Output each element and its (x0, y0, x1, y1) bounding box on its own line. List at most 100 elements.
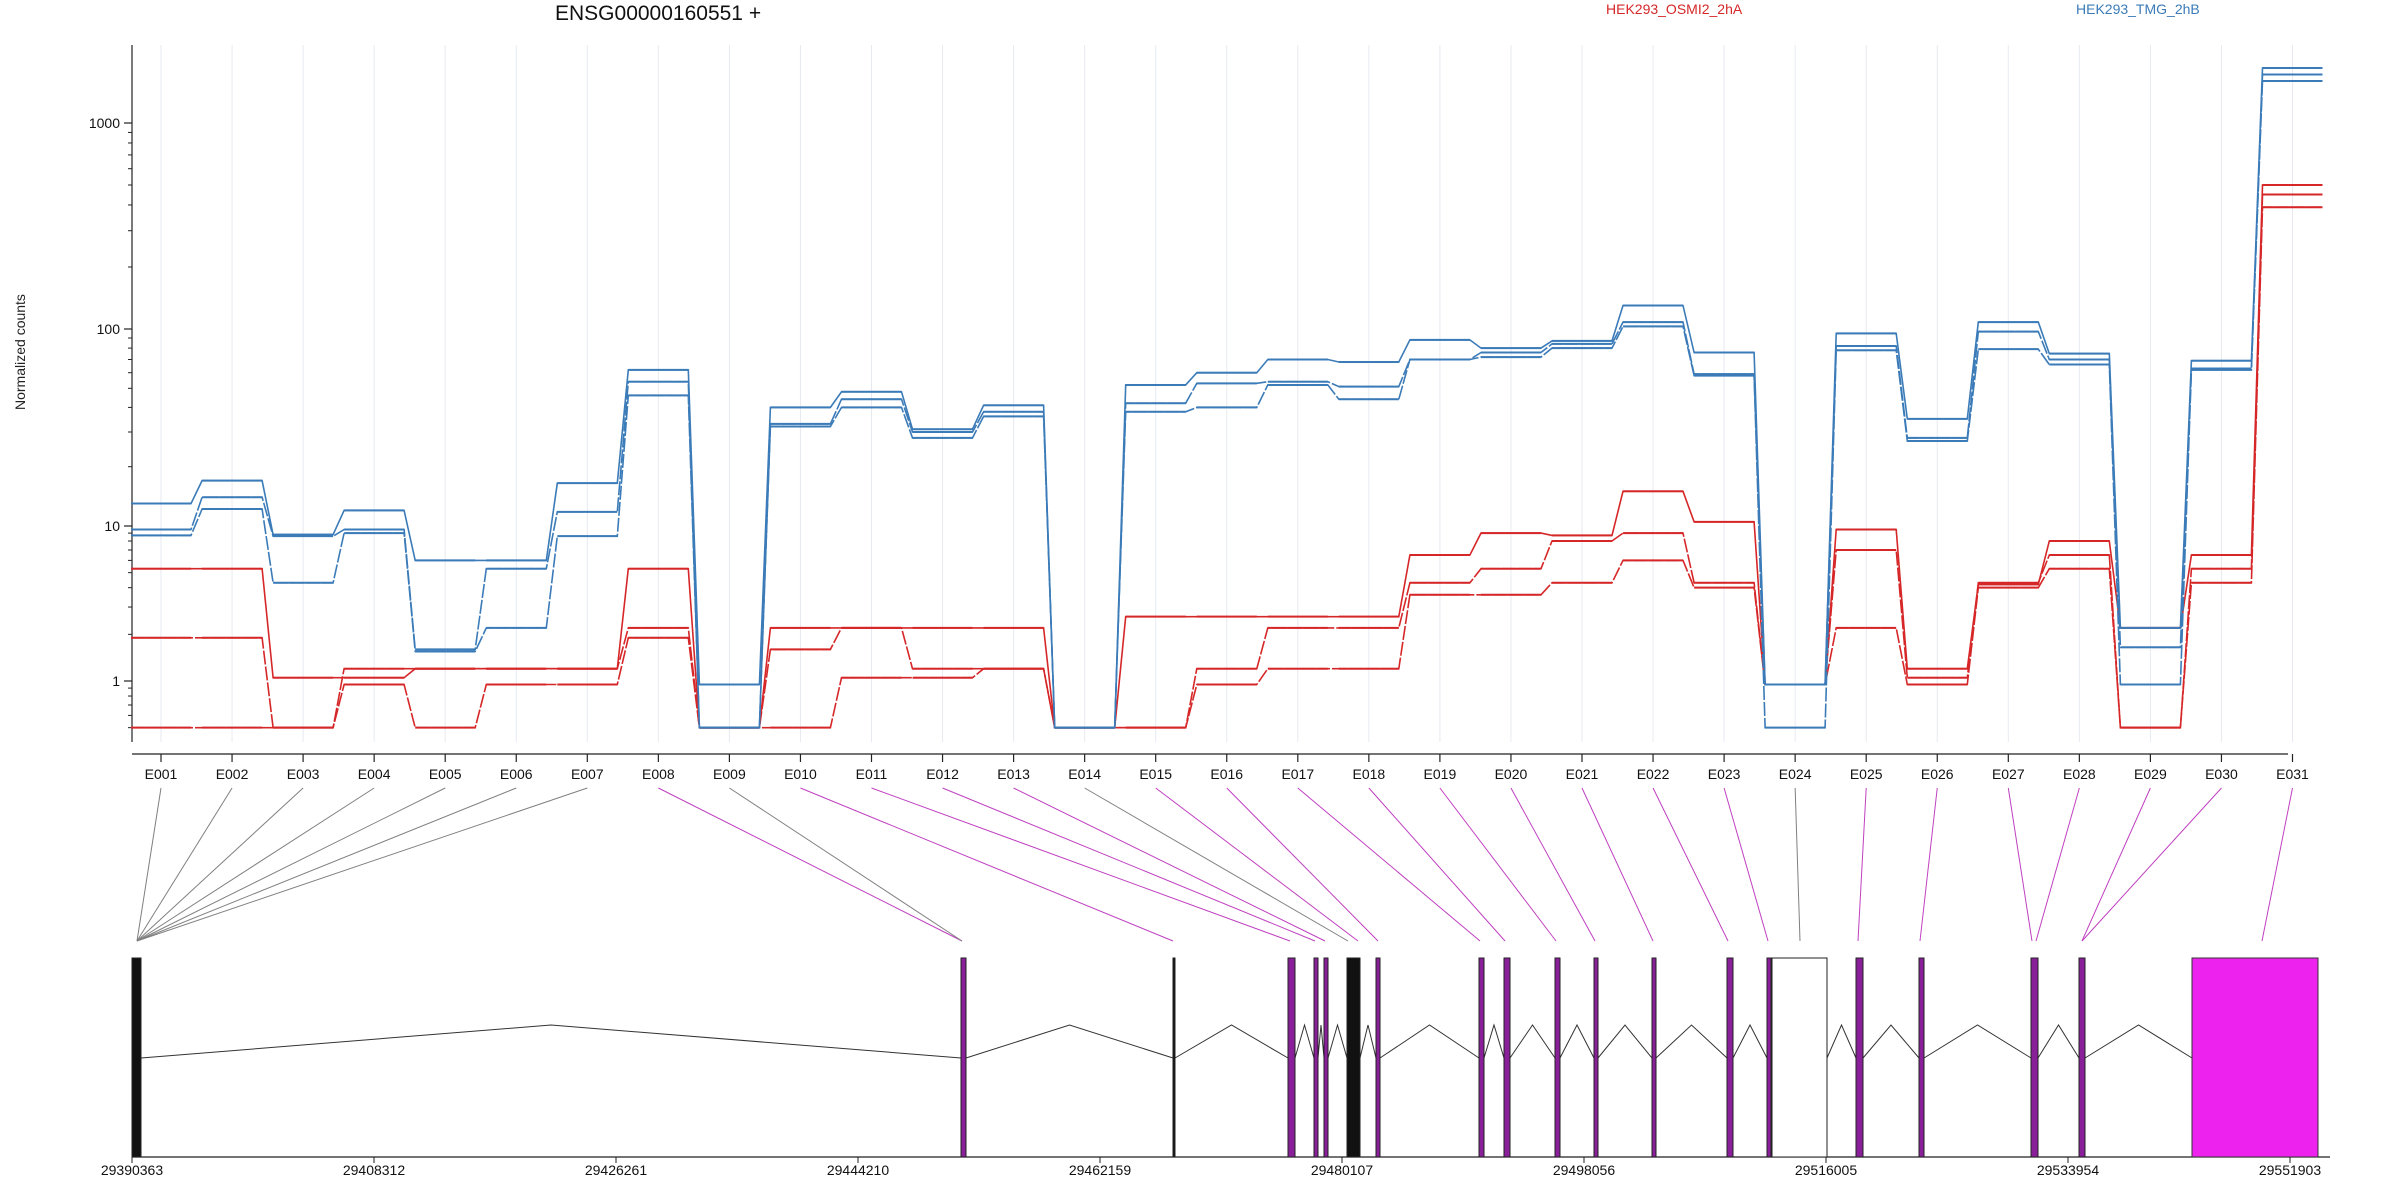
highlighted-exon (2191, 957, 2319, 1158)
exon-box (1554, 957, 1561, 1158)
x-tick-label: E022 (1637, 766, 1670, 782)
intron-connector (1826, 1023, 1857, 1059)
x-tick-label: E023 (1708, 766, 1741, 782)
exon-mapping-line (1857, 787, 1867, 942)
exon-box (1346, 957, 1361, 1158)
genome-tick-label: 29444210 (827, 1162, 890, 1178)
exon-box (1766, 957, 1772, 1158)
intron-connector (965, 1024, 1174, 1059)
exon-box (1918, 957, 1925, 1158)
genome-tick-label: 29462159 (1069, 1162, 1132, 1178)
exon-mapping-line (2007, 787, 2033, 942)
intron-connector (1379, 1024, 1480, 1059)
exon-box (1726, 957, 1734, 1158)
x-tick-label: E011 (856, 766, 888, 782)
x-tick-label: E028 (2063, 766, 2096, 782)
exon-mapping-line (1013, 787, 1326, 942)
genome-tick-label: 29480107 (1311, 1162, 1374, 1178)
x-tick-label: E010 (784, 766, 817, 782)
genome-tick-label: 29498056 (1553, 1162, 1616, 1178)
x-tick-label: E016 (1210, 766, 1243, 782)
chart-title: ENSG00000160551 + (555, 2, 762, 25)
x-tick-label: E006 (500, 766, 533, 782)
genome-tick-label: 29533954 (2037, 1162, 2100, 1178)
exon-mapping-line (1652, 787, 1729, 942)
intron-connector (1509, 1024, 1556, 1059)
exon-mapping-line (2081, 787, 2222, 942)
legend-entry-tmg: HEK293_TMG_2hB (2076, 1, 2200, 17)
genome-tick-label: 29551903 (2259, 1162, 2322, 1178)
exon-mapping-line (1368, 787, 1506, 942)
intron-connector (2084, 1024, 2193, 1059)
intron-connector (1174, 1024, 1289, 1059)
intron-connector (1327, 1023, 1348, 1059)
y-tick-label: 10 (104, 518, 120, 534)
genome-tick-label: 29426261 (585, 1162, 648, 1178)
exon-mapping-line (2035, 787, 2080, 942)
exon-mapping-line (1297, 787, 1481, 942)
exon-box (1478, 957, 1485, 1158)
exon-mapping-line (1226, 787, 1379, 942)
x-tick-label: E002 (216, 766, 249, 782)
intron-connector (2037, 1024, 2080, 1059)
exon-mapping-line (136, 787, 517, 942)
exon-mapping-line (800, 787, 1174, 942)
exon-box (1313, 957, 1319, 1158)
x-tick-label: E009 (713, 766, 746, 782)
x-tick-label: E007 (571, 766, 604, 782)
exon-mapping-line (136, 787, 162, 942)
intron-connector (1862, 1024, 1920, 1059)
genome-tick-label: 29516005 (1795, 1162, 1858, 1178)
exon-mapping-line (1439, 787, 1557, 942)
exon-box (1172, 957, 1176, 1158)
exon-box (1287, 957, 1296, 1158)
intron-connector (1732, 1023, 1768, 1059)
intron-connector (1655, 1024, 1728, 1059)
x-tick-label: E014 (1068, 766, 1101, 782)
exon-mapping-line (2081, 787, 2151, 942)
x-tick-label: E004 (358, 766, 391, 782)
x-tick-label: E012 (926, 766, 959, 782)
x-tick-label: E019 (1424, 766, 1457, 782)
x-tick-label: E015 (1139, 766, 1172, 782)
x-tick-label: E025 (1850, 766, 1883, 782)
exon-mapping-line (1919, 787, 1938, 942)
x-tick-label: E030 (2205, 766, 2238, 782)
x-tick-label: E027 (1992, 766, 2025, 782)
exon-box (1593, 957, 1599, 1158)
y-tick-label: 1000 (89, 115, 120, 131)
exon-mapping-line (871, 787, 1291, 942)
exon-box (1771, 957, 1828, 1158)
y-tick-label: 1 (112, 673, 120, 689)
exon-mapping-line (136, 787, 304, 942)
exon-box (1503, 957, 1511, 1158)
exon-mapping-line (1510, 787, 1596, 942)
x-tick-label: E020 (1495, 766, 1528, 782)
genome-tick-label: 29390363 (101, 1162, 164, 1178)
exon-mapping-line (136, 787, 233, 942)
exon-mapping-line (1084, 787, 1349, 942)
exon-mapping-line (1155, 787, 1359, 942)
genome-tick-label: 29408312 (343, 1162, 406, 1178)
intron-connector (140, 1024, 962, 1059)
exon-box (960, 957, 967, 1158)
exon-mapping-line (136, 787, 446, 942)
intron-connector (1294, 1023, 1315, 1059)
intron-connector (1923, 1024, 2032, 1059)
intron-connector (1559, 1023, 1595, 1059)
intron-connector (1597, 1024, 1653, 1059)
exon-box (2078, 957, 2086, 1158)
x-tick-label: E029 (2134, 766, 2167, 782)
x-tick-label: E013 (997, 766, 1030, 782)
exon-mapping-line (1581, 787, 1654, 942)
exon-mapping-line (658, 787, 963, 942)
exon-mapping-line (1794, 787, 1801, 942)
exon-mapping-line (136, 787, 375, 942)
y-tick-label: 100 (97, 321, 121, 337)
exon-box (1375, 957, 1381, 1158)
x-tick-label: E026 (1921, 766, 1954, 782)
exon-mapping-line (136, 787, 588, 942)
intron-connector (1359, 1024, 1377, 1059)
x-tick-label: E008 (642, 766, 675, 782)
